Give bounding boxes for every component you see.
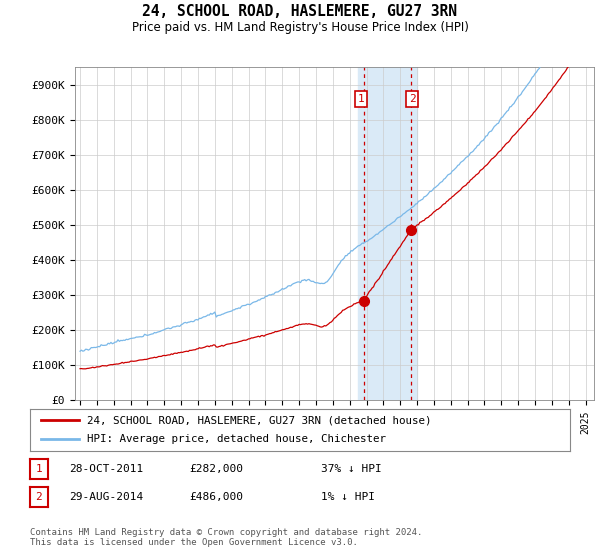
- Text: 37% ↓ HPI: 37% ↓ HPI: [321, 464, 382, 474]
- Bar: [358, 67, 417, 400]
- Text: 1: 1: [358, 94, 364, 104]
- Text: 24, SCHOOL ROAD, HASLEMERE, GU27 3RN (detached house): 24, SCHOOL ROAD, HASLEMERE, GU27 3RN (de…: [86, 415, 431, 425]
- Text: HPI: Average price, detached house, Chichester: HPI: Average price, detached house, Chic…: [86, 435, 386, 445]
- Text: 1% ↓ HPI: 1% ↓ HPI: [321, 492, 375, 502]
- Text: 1: 1: [35, 464, 43, 474]
- Text: 2: 2: [35, 492, 43, 502]
- Text: 24, SCHOOL ROAD, HASLEMERE, GU27 3RN: 24, SCHOOL ROAD, HASLEMERE, GU27 3RN: [143, 4, 458, 19]
- Text: 28-OCT-2011: 28-OCT-2011: [69, 464, 143, 474]
- Text: Price paid vs. HM Land Registry's House Price Index (HPI): Price paid vs. HM Land Registry's House …: [131, 21, 469, 34]
- Text: Contains HM Land Registry data © Crown copyright and database right 2024.
This d: Contains HM Land Registry data © Crown c…: [30, 528, 422, 547]
- Text: £282,000: £282,000: [189, 464, 243, 474]
- Text: 29-AUG-2014: 29-AUG-2014: [69, 492, 143, 502]
- Text: 2: 2: [409, 94, 416, 104]
- Text: £486,000: £486,000: [189, 492, 243, 502]
